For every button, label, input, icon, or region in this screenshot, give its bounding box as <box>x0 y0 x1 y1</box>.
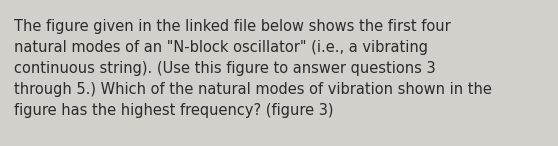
Text: The figure given in the linked file below shows the first four
natural modes of : The figure given in the linked file belo… <box>14 19 492 118</box>
